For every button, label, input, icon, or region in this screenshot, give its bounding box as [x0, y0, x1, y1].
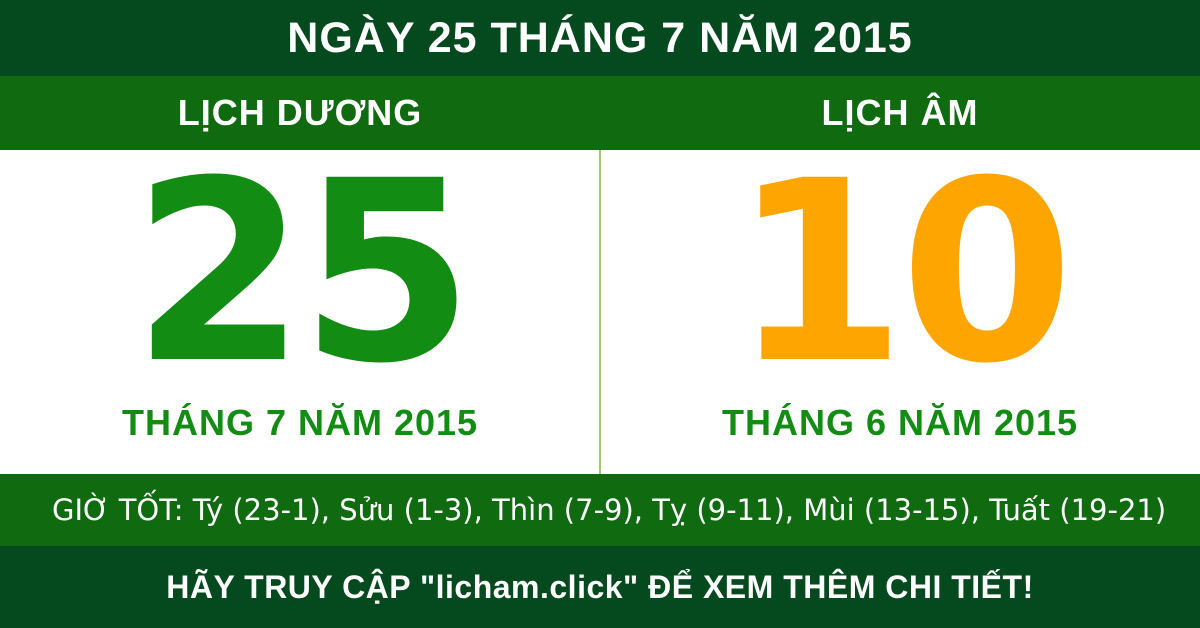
- footer-cta-bar: HÃY TRUY CẬP "licham.click" ĐỂ XEM THÊM …: [0, 546, 1200, 628]
- footer-cta-text: HÃY TRUY CẬP "licham.click" ĐỂ XEM THÊM …: [166, 568, 1034, 605]
- solar-date-panel: 25 THÁNG 7 NĂM 2015: [0, 127, 600, 474]
- lunar-date-panel: 10 THÁNG 6 NĂM 2015: [600, 127, 1200, 474]
- date-panels: 25 THÁNG 7 NĂM 2015 10 THÁNG 6 NĂM 2015: [0, 127, 1200, 474]
- good-hours-text: GIỜ TỐT: Tý (23-1), Sửu (1-3), Thìn (7-9…: [52, 493, 1167, 527]
- lunar-day-number: 10: [732, 127, 1074, 418]
- lunar-calendar-label: LỊCH ÂM: [821, 92, 979, 133]
- calendar-type-header-row: LỊCH DƯƠNG LỊCH ÂM: [0, 76, 1200, 150]
- good-hours-bar: GIỜ TỐT: Tý (23-1), Sửu (1-3), Thìn (7-9…: [0, 474, 1200, 546]
- column-divider: [599, 150, 601, 474]
- solar-month-year: THÁNG 7 NĂM 2015: [121, 402, 479, 443]
- page-title: NGÀY 25 THÁNG 7 NĂM 2015: [287, 13, 913, 62]
- date-header-bar: NGÀY 25 THÁNG 7 NĂM 2015: [0, 0, 1200, 76]
- lunar-month-year: THÁNG 6 NĂM 2015: [721, 402, 1079, 443]
- solar-calendar-label: LỊCH DƯƠNG: [177, 92, 423, 133]
- solar-day-number: 25: [132, 127, 474, 418]
